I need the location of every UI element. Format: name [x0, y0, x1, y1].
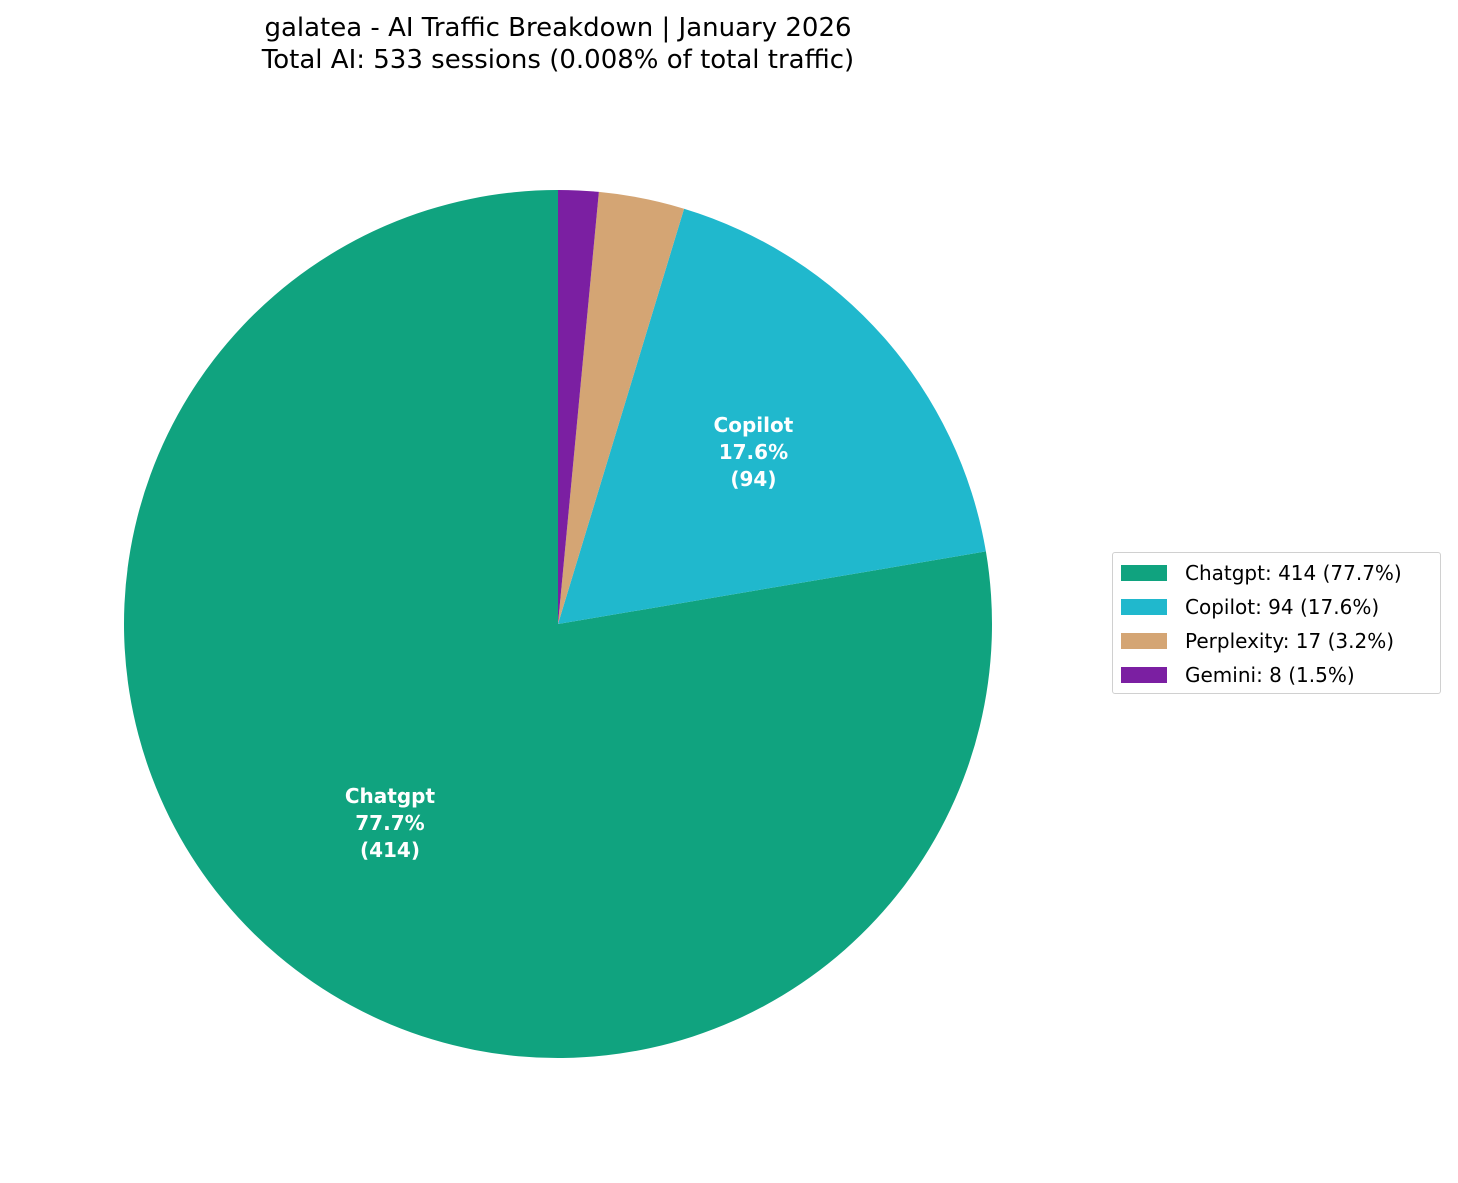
pie-chart: Chatgpt 77.7% (414) Copilot 17.6% (94) [124, 190, 992, 1059]
legend-label: Perplexity: 17 (3.2%) [1185, 629, 1395, 653]
legend-item-chatgpt: Chatgpt: 414 (77.7%) [1121, 558, 1402, 588]
legend-swatch [1121, 565, 1167, 581]
pie-slice-perplexity [558, 191, 685, 624]
pie-slice-gemini [558, 190, 599, 624]
legend-item-perplexity: Perplexity: 17 (3.2%) [1121, 626, 1394, 656]
legend-label: Gemini: 8 (1.5%) [1185, 663, 1355, 687]
legend-label: Chatgpt: 414 (77.7%) [1185, 561, 1402, 585]
legend-swatch [1121, 633, 1167, 649]
chart-legend: Chatgpt: 414 (77.7%) Copilot: 94 (17.6%)… [1112, 552, 1441, 694]
chart-title: galatea - AI Traffic Breakdown | January… [0, 12, 1116, 76]
legend-item-gemini: Gemini: 8 (1.5%) [1121, 660, 1355, 690]
slice-label-copilot: Copilot 17.6% (94) [714, 413, 794, 491]
legend-swatch [1121, 599, 1167, 615]
legend-item-copilot: Copilot: 94 (17.6%) [1121, 592, 1379, 622]
slice-label-chatgpt: Chatgpt 77.7% (414) [345, 784, 436, 862]
legend-swatch [1121, 667, 1167, 683]
pie-slice-copilot [558, 208, 986, 624]
chart-title-line1: galatea - AI Traffic Breakdown | January… [264, 13, 852, 43]
pie-slice-chatgpt [124, 190, 992, 1059]
legend-label: Copilot: 94 (17.6%) [1185, 595, 1380, 619]
chart-subtitle: Total AI: 533 sessions (0.008% of total … [261, 45, 855, 75]
